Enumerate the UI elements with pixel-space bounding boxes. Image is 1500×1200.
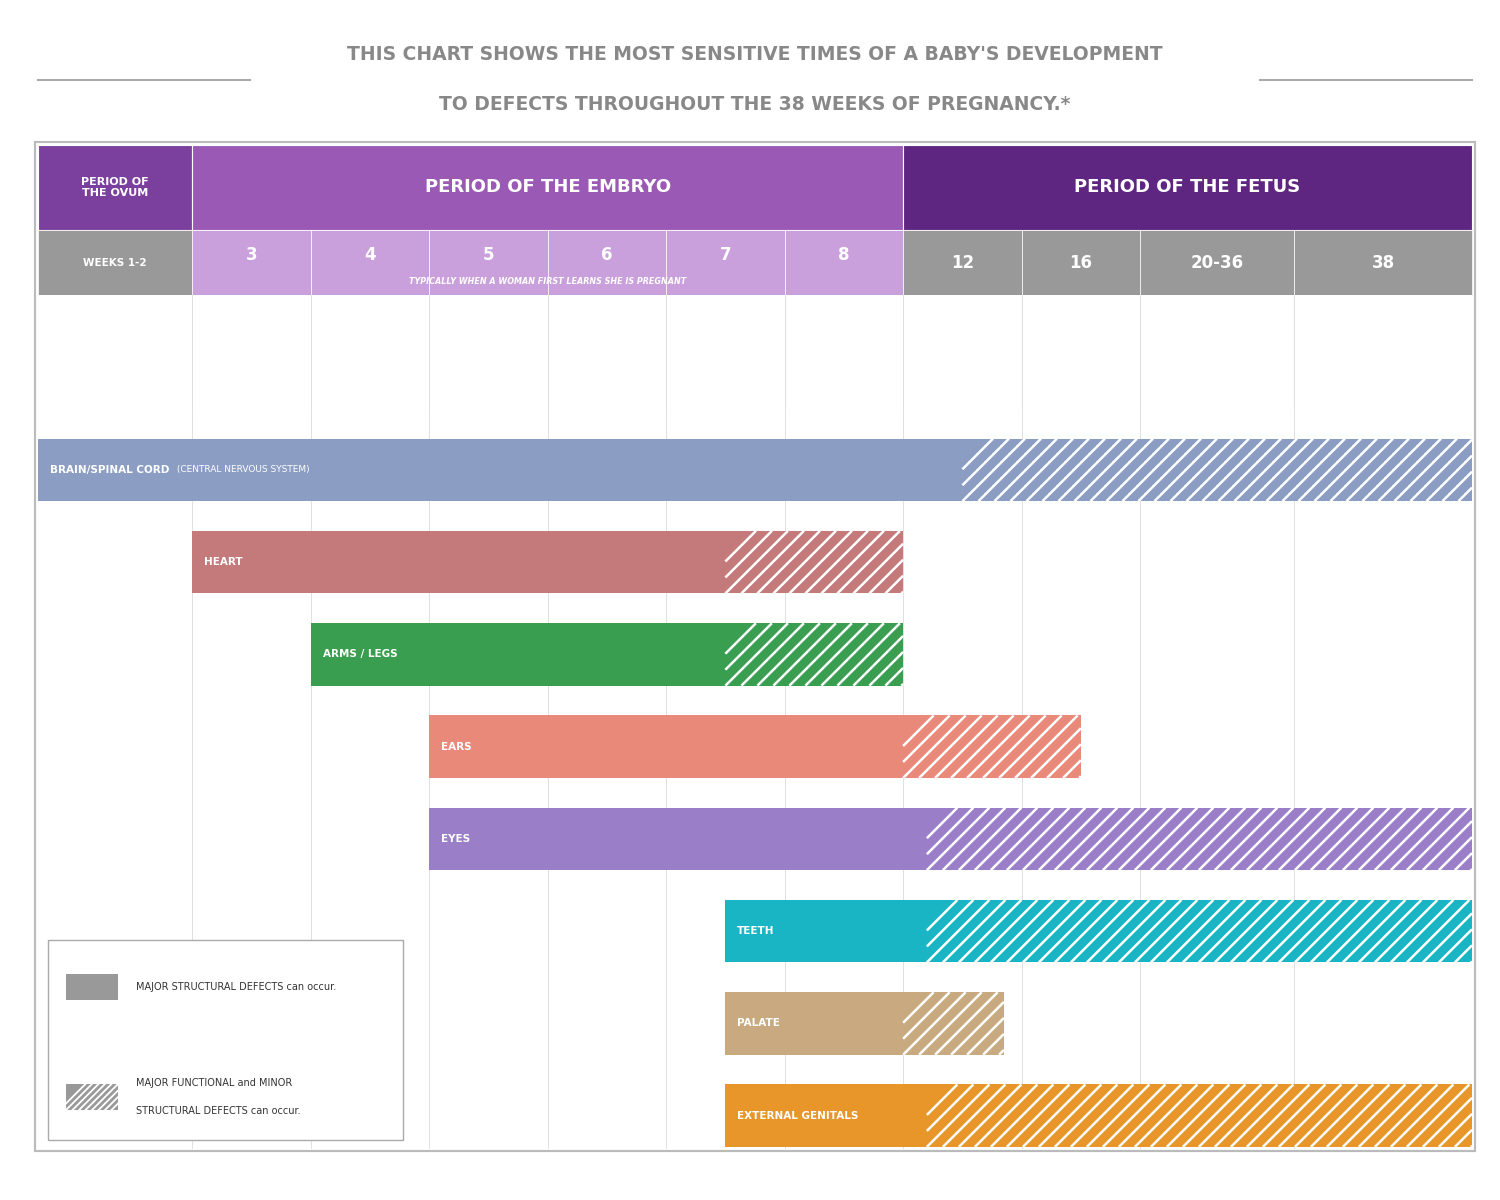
- Text: PERIOD OF
THE OVUM: PERIOD OF THE OVUM: [81, 176, 148, 198]
- Bar: [192, 145, 903, 230]
- Bar: [1140, 230, 1294, 295]
- Text: TO DEFECTS THROUGHOUT THE 38 WEEKS OF PREGNANCY.*: TO DEFECTS THROUGHOUT THE 38 WEEKS OF PR…: [440, 96, 1071, 114]
- Text: WEEKS 1-2: WEEKS 1-2: [82, 258, 147, 268]
- Text: TEETH: TEETH: [738, 926, 776, 936]
- Bar: [48, 940, 404, 1140]
- Text: EARS: EARS: [441, 742, 471, 751]
- Text: 20-36: 20-36: [1191, 253, 1243, 271]
- Bar: [726, 992, 903, 1055]
- Bar: [927, 808, 1472, 870]
- Text: EXTERNAL GENITALS: EXTERNAL GENITALS: [738, 1111, 858, 1121]
- Text: BRAIN/SPINAL CORD: BRAIN/SPINAL CORD: [50, 464, 170, 475]
- Bar: [726, 900, 927, 962]
- Text: (CENTRAL NERVOUS SYSTEM): (CENTRAL NERVOUS SYSTEM): [174, 466, 309, 474]
- Bar: [548, 230, 666, 295]
- Bar: [310, 623, 726, 685]
- Text: EYES: EYES: [441, 834, 470, 844]
- Text: 16: 16: [1070, 253, 1092, 271]
- Text: THIS CHART SHOWS THE MOST SENSITIVE TIMES OF A BABY'S DEVELOPMENT: THIS CHART SHOWS THE MOST SENSITIVE TIME…: [346, 46, 1162, 65]
- Text: ARMS / LEGS: ARMS / LEGS: [322, 649, 398, 660]
- Bar: [34, 142, 1474, 1151]
- Text: HEART: HEART: [204, 557, 243, 568]
- Bar: [38, 145, 192, 230]
- Bar: [1022, 230, 1140, 295]
- Bar: [310, 230, 429, 295]
- Bar: [963, 439, 1472, 502]
- Text: 4: 4: [364, 246, 375, 264]
- Bar: [903, 715, 1082, 778]
- Bar: [192, 530, 726, 594]
- Bar: [903, 230, 1022, 295]
- Text: 8: 8: [839, 246, 849, 264]
- Bar: [34, 142, 1474, 1151]
- Bar: [726, 1085, 927, 1147]
- Text: 3: 3: [246, 246, 256, 264]
- Bar: [429, 715, 903, 778]
- Text: STRUCTURAL DEFECTS can occur.: STRUCTURAL DEFECTS can occur.: [136, 1106, 300, 1116]
- Text: PALATE: PALATE: [738, 1019, 780, 1028]
- Bar: [927, 900, 1472, 962]
- Bar: [66, 974, 118, 1000]
- Text: 7: 7: [720, 246, 730, 264]
- Bar: [1294, 230, 1472, 295]
- Bar: [429, 808, 927, 870]
- Text: MAJOR STRUCTURAL DEFECTS can occur.: MAJOR STRUCTURAL DEFECTS can occur.: [136, 982, 336, 992]
- Text: TYPICALLY WHEN A WOMAN FIRST LEARNS SHE IS PREGNANT: TYPICALLY WHEN A WOMAN FIRST LEARNS SHE …: [410, 277, 686, 287]
- Bar: [903, 145, 1472, 230]
- Text: 38: 38: [1371, 253, 1395, 271]
- Text: 5: 5: [483, 246, 494, 264]
- Bar: [726, 530, 903, 594]
- Text: 12: 12: [951, 253, 974, 271]
- Bar: [66, 1084, 118, 1110]
- Bar: [903, 992, 1004, 1055]
- Bar: [192, 230, 310, 295]
- Bar: [666, 230, 784, 295]
- Text: PERIOD OF THE FETUS: PERIOD OF THE FETUS: [1074, 179, 1300, 197]
- Bar: [726, 623, 903, 685]
- Text: MAJOR FUNCTIONAL and MINOR: MAJOR FUNCTIONAL and MINOR: [136, 1078, 292, 1088]
- Bar: [429, 230, 548, 295]
- Text: 6: 6: [602, 246, 612, 264]
- Text: PERIOD OF THE EMBRYO: PERIOD OF THE EMBRYO: [424, 179, 670, 197]
- Bar: [38, 295, 1472, 410]
- Bar: [38, 230, 192, 295]
- Bar: [38, 439, 963, 502]
- Bar: [784, 230, 903, 295]
- Bar: [927, 1085, 1472, 1147]
